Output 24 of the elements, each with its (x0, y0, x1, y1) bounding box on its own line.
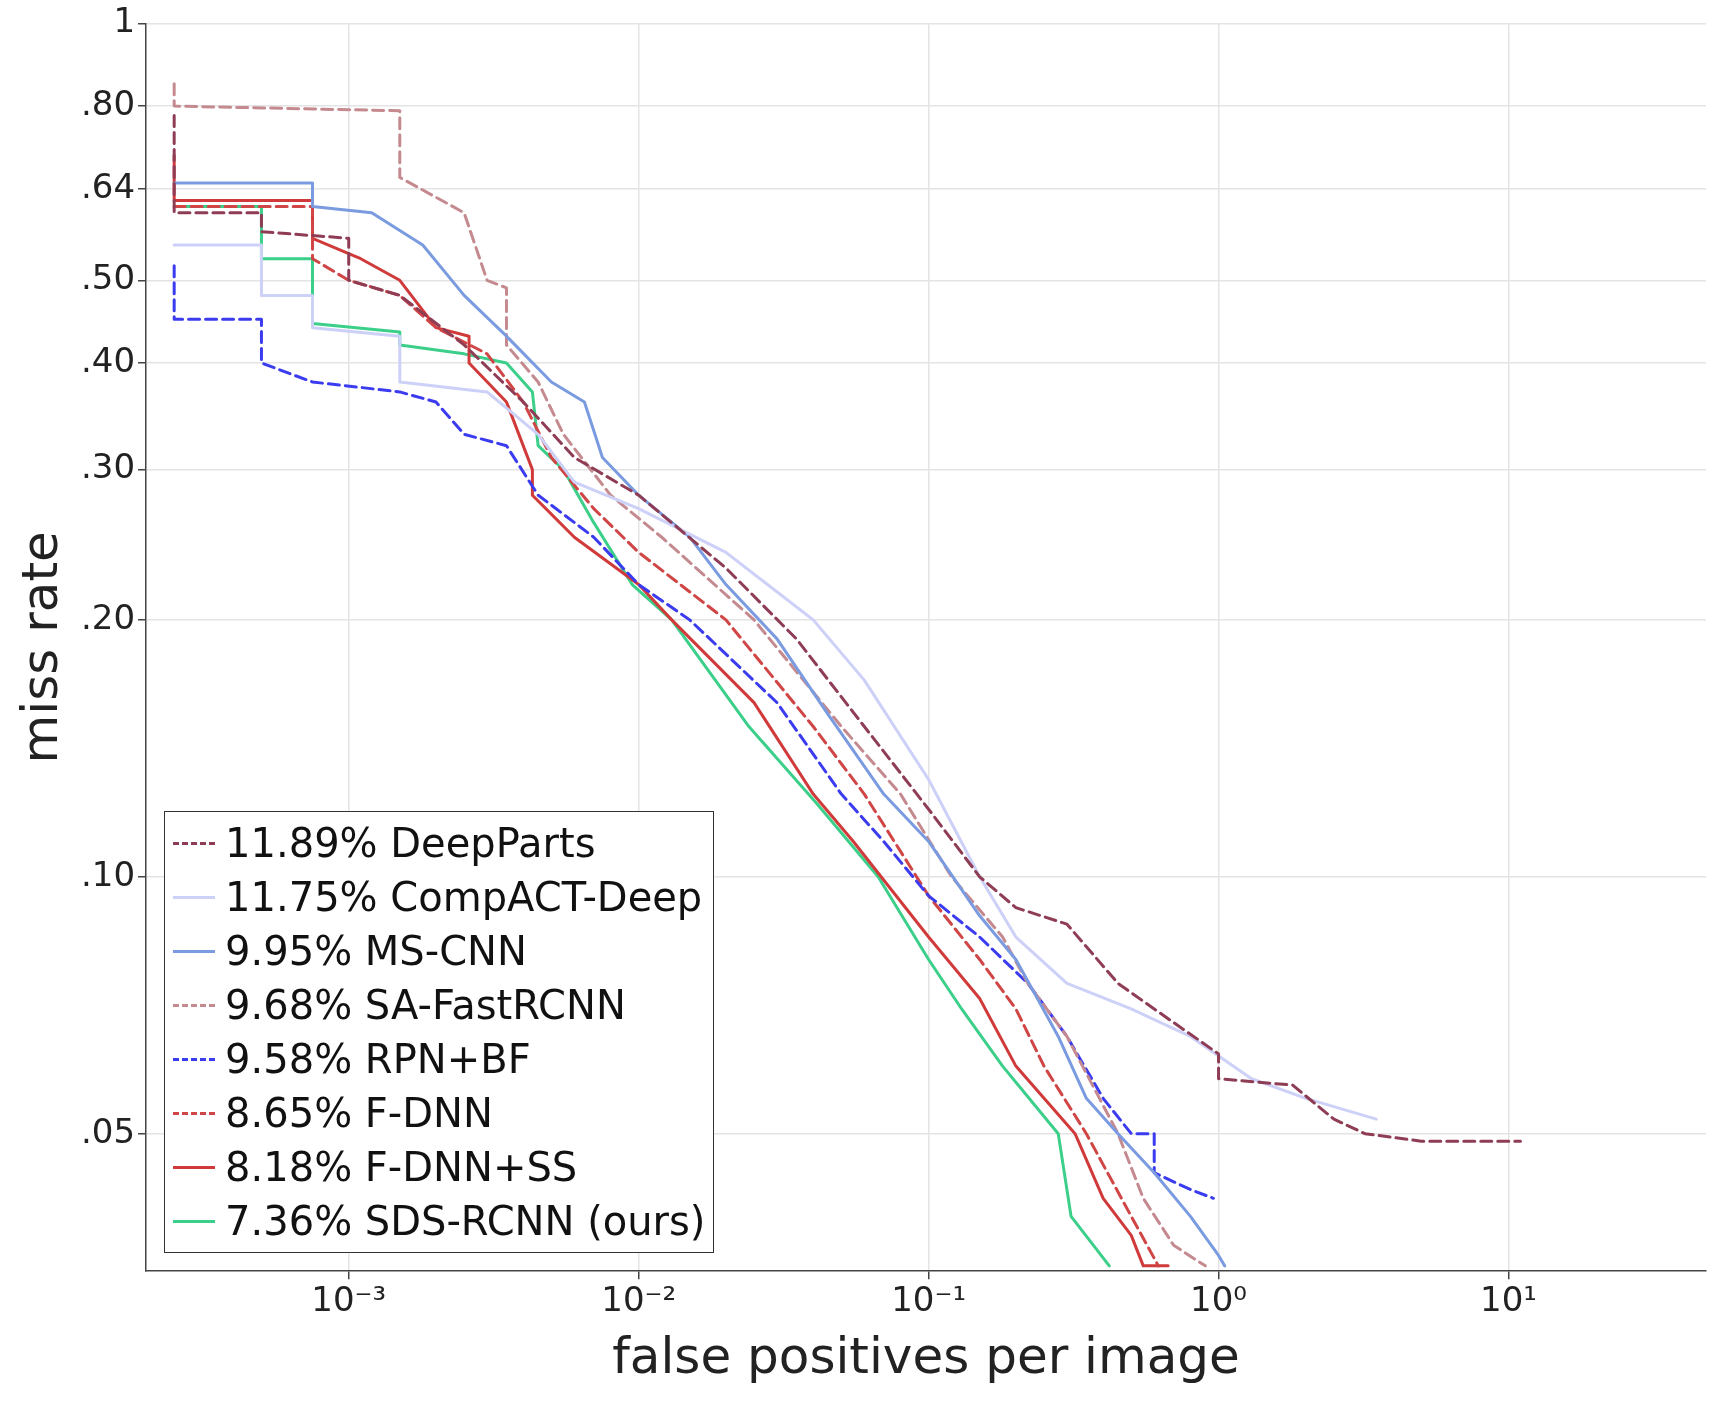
y-tick-label: .05 (80, 1110, 136, 1151)
x-tick-label: 10⁻³ (311, 1279, 387, 1320)
x-tick-label: 10⁰ (1190, 1279, 1247, 1320)
y-tick-label: .20 (80, 596, 136, 637)
legend-label: 11.75% CompACT-Deep (225, 874, 703, 921)
y-tick-label: .50 (80, 257, 136, 298)
y-tick-label: .10 (80, 853, 136, 894)
x-tick-label: 10⁻² (601, 1279, 677, 1320)
legend-label: 8.65% F-DNN (225, 1090, 493, 1137)
y-tick-label: .80 (80, 82, 136, 123)
x-tick-label: 10¹ (1480, 1279, 1537, 1320)
legend-label: 7.36% SDS-RCNN (ours) (225, 1198, 706, 1245)
y-axis-title: miss rate (10, 531, 69, 764)
y-tick-label: 1 (113, 0, 136, 41)
y-tick-label: .30 (80, 446, 136, 487)
x-axis-title: false positives per image (612, 1326, 1240, 1385)
legend-label: 9.95% MS-CNN (225, 928, 527, 975)
y-tick-label: .40 (80, 339, 136, 380)
legend-label: 8.18% F-DNN+SS (225, 1144, 578, 1191)
legend-label: 9.58% RPN+BF (225, 1036, 531, 1083)
legend-label: 9.68% SA-FastRCNN (225, 982, 626, 1029)
x-tick-label: 10⁻¹ (891, 1279, 967, 1320)
y-tick-label: .64 (80, 165, 136, 206)
legend-label: 11.89% DeepParts (225, 820, 596, 867)
